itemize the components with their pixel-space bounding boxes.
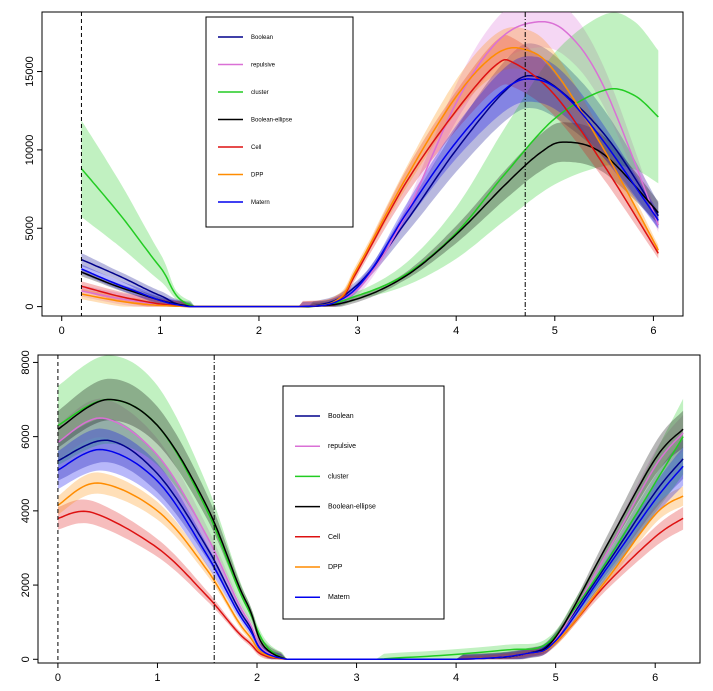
x-tick-label: 2 [254, 672, 260, 684]
band-dpp [57, 472, 684, 660]
band-matern [81, 56, 659, 307]
legend-label: Matern [251, 200, 270, 206]
band-cluster [81, 12, 659, 307]
legend-label: Boolean [251, 35, 273, 41]
band-cell [57, 499, 684, 660]
legend-label: repulsive [251, 63, 276, 69]
chart-bottom: 0 1 2 3 4 5 6 0 2000 4000 6000 8000 Boolean repulsive… [20, 350, 701, 684]
x-tick-label: 2 [256, 325, 262, 337]
x-tick-label: 3 [353, 672, 359, 684]
band-boolean [57, 418, 684, 660]
band-boolean [81, 43, 659, 307]
legend-label: Boolean-ellipse [251, 118, 293, 124]
series-line-matern [81, 78, 659, 308]
y-tick-label: 2000 [20, 573, 32, 597]
plot-area [57, 355, 684, 661]
plot-frame [37, 354, 701, 664]
chart-top: 0 1 2 3 4 5 6 0 5000 10000 15000 Boolean repulsive cl… [24, 11, 684, 337]
legend: Boolean repulsive cluster Boolean-ellipse Ce… [282, 385, 445, 620]
legend: Boolean repulsive cluster Boolean-ellipse Ce… [205, 16, 354, 228]
x-tick-label: 0 [59, 325, 65, 337]
x-tick-label: 0 [55, 672, 61, 684]
x-tick-label: 1 [157, 325, 163, 337]
x-tick-label: 4 [453, 672, 459, 684]
x-tick-label: 6 [652, 672, 658, 684]
band-matern [57, 428, 684, 660]
y-tick-label: 5000 [24, 216, 36, 240]
y-tick-label: 0 [24, 304, 36, 310]
legend-label: repulsive [328, 443, 356, 450]
x-tick-label: 3 [355, 325, 361, 337]
legend-label: Boolean [328, 413, 354, 420]
y-tick-label: 15000 [24, 56, 36, 87]
x-tick-label: 5 [552, 325, 558, 337]
band-cell [81, 35, 659, 307]
y-tick-label: 6000 [20, 424, 32, 448]
y-tick-label: 10000 [24, 135, 36, 166]
series-line-boolean [81, 74, 659, 308]
legend-label: DPP [251, 173, 263, 179]
series-line-cluster [80, 88, 659, 308]
x-tick-label: 6 [650, 325, 656, 337]
series-line-matern [57, 448, 684, 661]
x-tick-label: 4 [453, 325, 459, 337]
y-tick-label: 0 [20, 656, 32, 662]
x-tick-label: 5 [553, 672, 559, 684]
y-tick-label: 8000 [20, 350, 32, 374]
legend-label: Cell [328, 534, 341, 541]
band-cluster [57, 355, 684, 660]
plot-frame [41, 11, 684, 317]
y-tick-label: 4000 [20, 499, 32, 523]
legend-label: Matern [328, 594, 350, 601]
band-boolean-ellipse [81, 122, 659, 307]
legend-box [205, 16, 354, 228]
legend-label: Cell [251, 145, 261, 151]
plot-area [80, 12, 660, 308]
band-boolean-ellipse [57, 378, 684, 660]
legend-label: cluster [251, 90, 269, 96]
legend-label: cluster [328, 473, 349, 480]
legend-box [282, 385, 445, 620]
legend-label: DPP [328, 564, 343, 571]
x-tick-label: 1 [154, 672, 160, 684]
legend-label: Boolean-ellipse [328, 504, 376, 511]
